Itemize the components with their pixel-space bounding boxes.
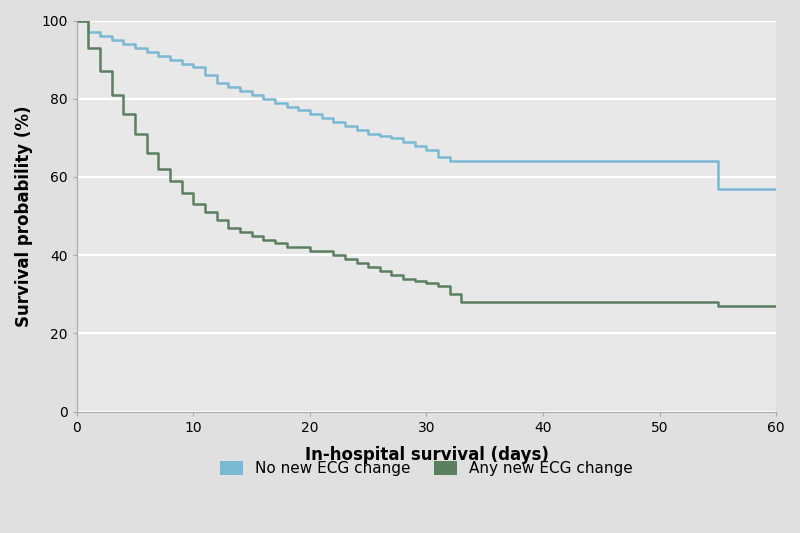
Y-axis label: Survival probability (%): Survival probability (%) — [15, 106, 33, 327]
Legend: No new ECG change, Any new ECG change: No new ECG change, Any new ECG change — [214, 455, 638, 482]
X-axis label: In-hospital survival (days): In-hospital survival (days) — [305, 446, 548, 464]
